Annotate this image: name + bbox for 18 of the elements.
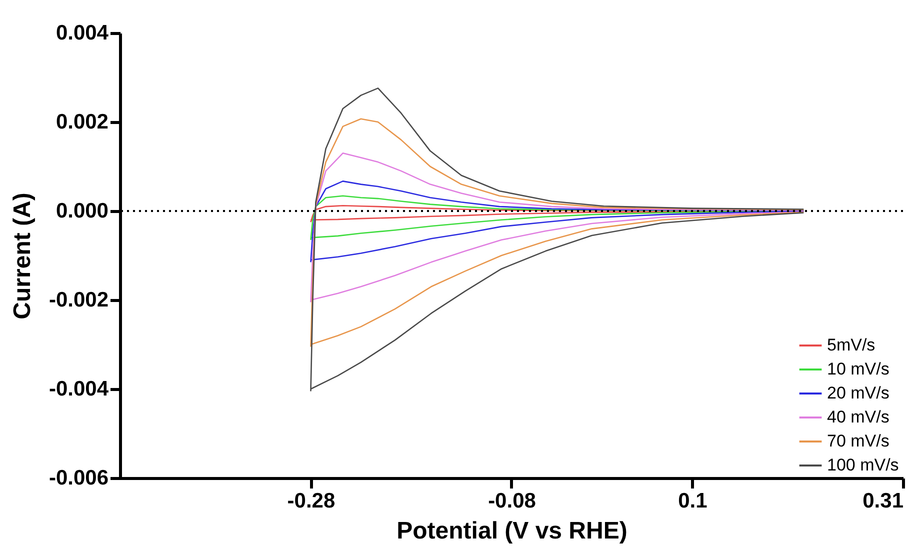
y-tick-label: -0.002 — [48, 288, 108, 312]
legend-label: 70 mV/s — [827, 432, 890, 450]
legend-label: 40 mV/s — [827, 408, 890, 426]
y-tick-label: -0.006 — [48, 466, 108, 490]
legend-label: 20 mV/s — [827, 384, 890, 402]
x-axis-title: Potential (V vs RHE) — [396, 518, 628, 544]
y-tick-label: 0.002 — [56, 110, 108, 134]
y-tick-label: 0.000 — [56, 200, 108, 222]
legend-label: 10 mV/s — [827, 360, 890, 378]
x-tick-label: -0.28 — [287, 490, 336, 512]
y-tick-label: 0.004 — [56, 22, 109, 44]
x-tick-label: 0.31 — [862, 490, 904, 512]
legend-label: 5mV/s — [827, 336, 876, 354]
legend-label: 100 mV/s — [827, 456, 899, 474]
x-tick-label: -0.08 — [488, 490, 536, 512]
y-axis-title: Current (A) — [8, 192, 36, 320]
x-tick-label: 0.1 — [678, 490, 708, 512]
y-tick-label: -0.004 — [48, 378, 109, 400]
